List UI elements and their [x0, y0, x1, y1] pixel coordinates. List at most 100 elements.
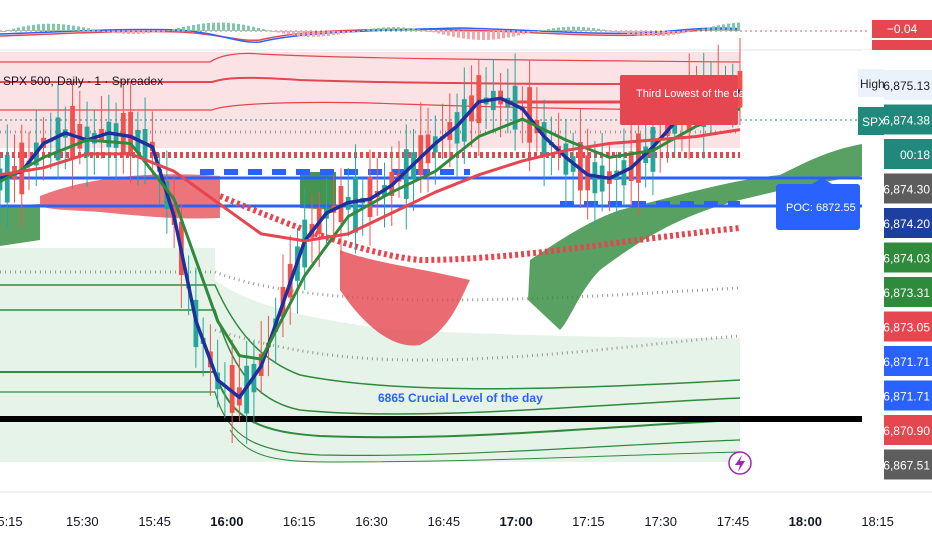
histogram-bar — [577, 26, 580, 31]
histogram-bar — [717, 25, 720, 31]
histogram-bar — [97, 30, 100, 32]
histogram-bar — [322, 31, 325, 37]
price-label: 6,870.90 — [883, 415, 932, 445]
histogram-bar — [502, 31, 505, 39]
histogram-bar — [17, 27, 20, 31]
price-label: 6,874.03 — [883, 242, 932, 273]
histogram-bar — [127, 31, 130, 35]
histogram-bar — [482, 31, 485, 40]
histogram-bar — [337, 31, 340, 35]
price-label: 00:18 — [884, 139, 932, 169]
histogram-bar — [477, 31, 480, 40]
histogram-bar — [407, 27, 410, 31]
histogram-bar — [587, 27, 590, 31]
price-label-text: 6,870.90 — [883, 424, 930, 438]
price-label: 6,874.20 — [883, 208, 932, 238]
histogram-bar — [287, 31, 290, 35]
candle-body — [636, 133, 641, 183]
lightning-icon[interactable] — [728, 451, 752, 475]
price-label: 6,874.30 — [883, 173, 932, 204]
ma-line-2 — [0, 107, 741, 361]
histogram-bar — [32, 24, 35, 31]
histogram-bar — [372, 28, 375, 31]
histogram-bar — [507, 31, 510, 38]
candle-body — [229, 365, 235, 413]
histogram-bar — [37, 24, 40, 31]
indicator-histogram — [2, 22, 740, 40]
histogram-bar — [292, 31, 295, 36]
histogram-bar — [652, 31, 655, 37]
upper-band-line2 — [0, 76, 741, 85]
histogram-bar — [617, 31, 620, 33]
price-axis[interactable]: −0.04 High SPX 6,875.136,874.3800:186,87… — [858, 20, 932, 492]
histogram-bar — [677, 31, 680, 35]
histogram-bar — [212, 22, 215, 31]
histogram-bar — [597, 28, 600, 31]
time-tick-label: 16:30 — [355, 514, 388, 529]
histogram-bar — [527, 31, 530, 34]
histogram-bar — [82, 27, 85, 31]
histogram-bar — [457, 31, 460, 38]
histogram-bar — [362, 30, 365, 32]
histogram-bar — [342, 31, 345, 34]
time-tick-label: 18:15 — [861, 514, 894, 529]
red-dots-mid — [218, 193, 741, 264]
histogram-bar — [222, 22, 225, 31]
time-tick-label: 17:15 — [572, 514, 605, 529]
histogram-bar — [297, 31, 300, 37]
histogram-bar — [182, 26, 185, 31]
histogram-bar — [387, 27, 390, 31]
histogram-bar — [227, 22, 230, 31]
price-label: 6,871.71 — [883, 380, 932, 411]
histogram-bar — [162, 30, 165, 32]
histogram-bar — [102, 31, 105, 32]
histogram-bar — [147, 31, 150, 34]
histogram-bar — [152, 31, 155, 33]
poc-label: POC: 6872.55 — [786, 202, 856, 214]
histogram-bar — [662, 31, 665, 36]
dashed-level — [200, 169, 740, 207]
histogram-bar — [22, 26, 25, 31]
histogram-bar — [377, 27, 380, 31]
histogram-bar — [532, 31, 535, 33]
histogram-bar — [647, 31, 650, 37]
histogram-bar — [382, 27, 385, 31]
histogram-bar — [187, 25, 190, 31]
histogram-bar — [12, 28, 15, 31]
histogram-bar — [487, 31, 490, 40]
bands — [0, 52, 741, 463]
candle-body — [338, 186, 344, 223]
histogram-bar — [512, 31, 515, 37]
price-label-text: 6,867.51 — [883, 459, 930, 473]
time-tick-label: 17:30 — [644, 514, 677, 529]
histogram-bar — [427, 31, 430, 32]
upper-band-fill — [0, 52, 740, 148]
title-group: SPX 500, Daily · 1 · Spreadex — [3, 74, 163, 88]
histogram-bar — [27, 25, 30, 31]
histogram-bar — [432, 31, 435, 33]
histogram-bar — [447, 31, 450, 36]
histogram-bar — [267, 30, 270, 32]
histogram-bar — [522, 31, 525, 35]
third-lowest-callout: Third Lowest of the day — [620, 75, 751, 125]
price-labels: 6,875.13 6,874.38 00:18 6,874.30 6,874.20 6,8… — [883, 70, 932, 480]
candle-body — [120, 112, 126, 154]
price-label-text: 6,874.03 — [883, 252, 930, 266]
histogram-bar — [727, 23, 730, 31]
time-tick-label: 17:00 — [499, 514, 532, 529]
histogram-bar — [2, 31, 5, 32]
histogram-bar — [242, 24, 245, 31]
histogram-bar — [312, 31, 315, 37]
histogram-bar — [697, 29, 700, 31]
candle-body — [353, 176, 358, 233]
histogram-bar — [167, 30, 170, 32]
candle-body — [577, 142, 583, 191]
histogram-bar — [367, 29, 370, 31]
histogram-bar — [707, 27, 710, 31]
histogram-bar — [317, 31, 320, 37]
upper-band-top — [0, 52, 741, 63]
histogram-bar — [67, 24, 70, 31]
time-axis[interactable]: 5:15 15:30 15:45 16:00 16:15 16:30 16:45 17:00 1… — [0, 491, 932, 550]
